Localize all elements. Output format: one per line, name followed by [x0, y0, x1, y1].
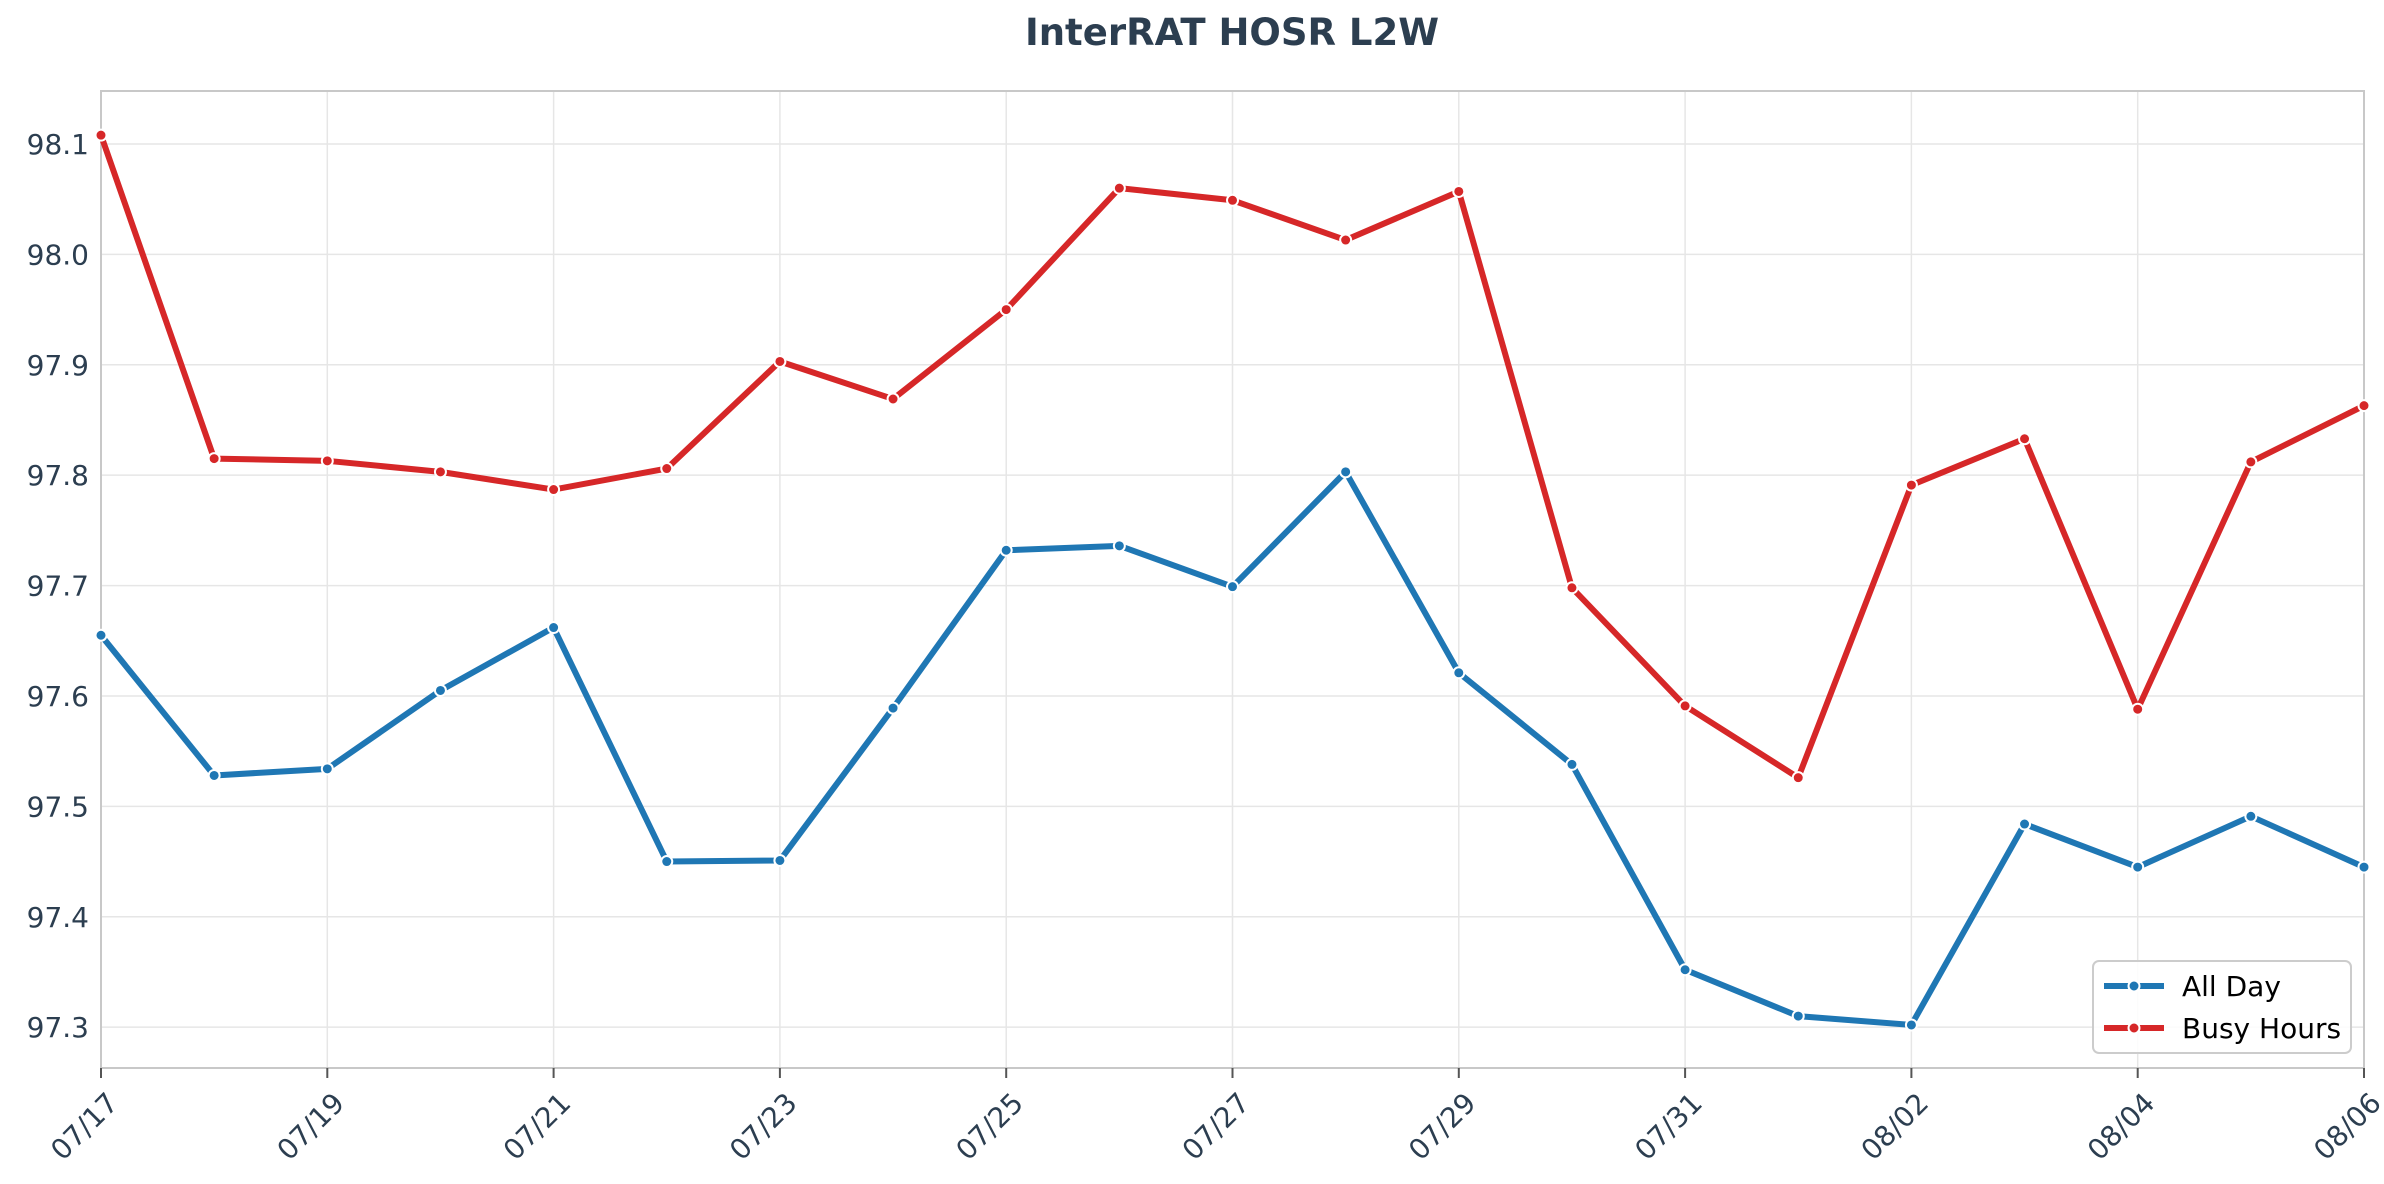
- data-point: [1226, 580, 1239, 594]
- series-busy-hours: [94, 128, 2371, 785]
- data-point: [1112, 539, 1126, 553]
- y-tick-label: 98.0: [27, 238, 89, 271]
- chart-title: InterRAT HOSR L2W: [1025, 11, 1439, 54]
- data-point: [1226, 193, 1239, 207]
- y-axis: 97.3 97.4 97.5 97.6 97.7 97.8 97.9 98.0 98.1: [27, 128, 89, 1044]
- data-point: [2131, 702, 2145, 716]
- data-point: [1791, 1009, 1805, 1023]
- x-tick-label: 07/25: [949, 1086, 1029, 1166]
- data-point: [773, 853, 787, 867]
- y-tick-label: 97.8: [27, 459, 89, 492]
- x-tick-label: 07/27: [1176, 1086, 1256, 1166]
- data-point: [1678, 963, 1692, 977]
- data-point: [1565, 757, 1579, 771]
- data-point: [94, 128, 108, 142]
- x-tick-label: 08/06: [2307, 1086, 2384, 1166]
- data-point: [2357, 399, 2371, 413]
- data-point: [433, 465, 447, 479]
- data-point: [2018, 817, 2032, 831]
- x-tick-label: 07/23: [723, 1086, 803, 1166]
- data-point: [1904, 478, 1918, 492]
- data-point: [999, 303, 1013, 317]
- series-group: [94, 128, 2371, 1032]
- data-point: [2244, 809, 2258, 823]
- data-point: [547, 621, 561, 635]
- legend-label: Busy Hours: [2182, 1012, 2341, 1045]
- data-point: [94, 628, 108, 642]
- data-point: [886, 701, 900, 715]
- data-point: [207, 452, 221, 466]
- y-tick-label: 97.6: [27, 680, 89, 713]
- data-point: [660, 462, 674, 476]
- data-point: [999, 543, 1013, 557]
- data-point: [2244, 455, 2258, 469]
- data-point: [2131, 860, 2145, 874]
- y-tick-label: 98.1: [27, 128, 89, 161]
- legend-marker: [2127, 979, 2141, 993]
- data-point: [207, 768, 221, 782]
- x-tick-label: 07/29: [1402, 1086, 1482, 1166]
- data-point: [1339, 233, 1353, 247]
- data-point: [886, 392, 900, 406]
- data-point: [1904, 1018, 1918, 1032]
- data-point: [1678, 699, 1692, 713]
- y-tick-label: 97.5: [27, 790, 89, 823]
- data-point: [2357, 860, 2371, 874]
- grid: [100, 91, 2365, 1068]
- data-point: [1791, 771, 1805, 785]
- x-tick-label: 07/31: [1628, 1086, 1708, 1166]
- data-point: [1112, 181, 1126, 195]
- x-tick-label: 07/19: [271, 1086, 351, 1166]
- data-point: [547, 483, 561, 497]
- data-point: [773, 354, 787, 368]
- x-axis: 07/17 07/19 07/21 07/23 07/25 07/27 07/29 07/31…: [44, 1068, 2384, 1167]
- y-tick-label: 97.4: [27, 901, 89, 934]
- data-point: [320, 454, 334, 468]
- y-tick-label: 97.9: [27, 349, 89, 382]
- legend-label: All Day: [2182, 970, 2281, 1003]
- x-tick-label: 07/21: [497, 1086, 577, 1166]
- data-point: [433, 683, 447, 697]
- series-all-day: [94, 465, 2371, 1032]
- data-point: [2018, 432, 2032, 446]
- y-tick-label: 97.3: [27, 1011, 89, 1044]
- x-tick-label: 07/17: [44, 1086, 124, 1166]
- x-tick-label: 08/04: [2081, 1086, 2161, 1166]
- data-point: [1565, 581, 1579, 595]
- x-tick-label: 08/02: [1855, 1086, 1935, 1166]
- data-point: [1452, 666, 1466, 680]
- legend: All Day Busy Hours: [2092, 960, 2352, 1054]
- data-point: [660, 855, 674, 869]
- data-point: [1339, 465, 1353, 479]
- legend-marker: [2127, 1021, 2141, 1035]
- y-tick-label: 97.7: [27, 570, 89, 603]
- data-point: [320, 762, 334, 776]
- data-point: [1452, 184, 1466, 198]
